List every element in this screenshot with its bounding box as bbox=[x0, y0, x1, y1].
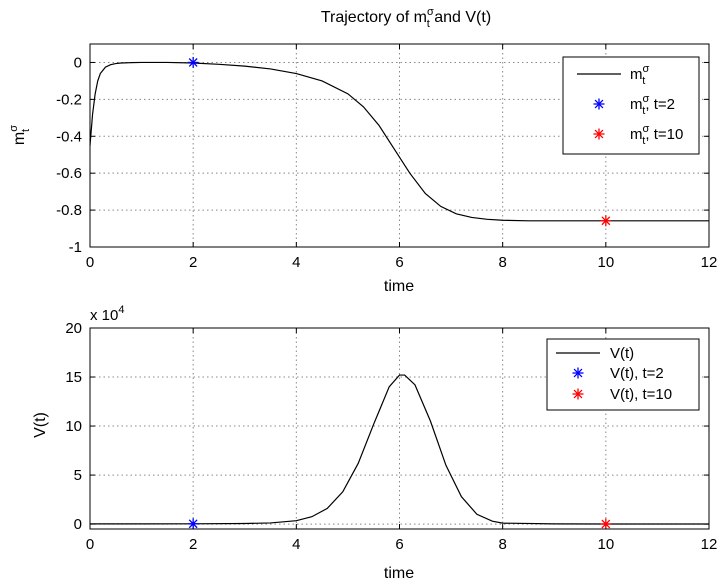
bottom-plot-xlabel: time bbox=[384, 565, 414, 582]
top-plot-marker-1 bbox=[187, 56, 199, 68]
top-plot-legend-box bbox=[562, 56, 700, 155]
bottom-plot-legend: V(t) V(t), t=2 V(t), t=10 bbox=[546, 338, 700, 411]
top-plot-xtick-label: 10 bbox=[597, 254, 614, 271]
bottom-plot-marker-1 bbox=[187, 518, 199, 530]
bottom-plot-legend-box bbox=[546, 338, 700, 411]
top-plot-xtick-label: 8 bbox=[498, 254, 506, 271]
top-plot-legend-label: mσ t bbox=[630, 63, 650, 87]
top-plot-marker-2 bbox=[600, 215, 612, 227]
top-plot-ytick-label: 0 bbox=[74, 54, 82, 71]
bottom-plot-xtick-label: 0 bbox=[86, 536, 94, 553]
top-plot-ytick-label: -0.8 bbox=[56, 202, 82, 219]
top-plot-ytick-label: -0.6 bbox=[56, 165, 82, 182]
top-plot-xtick-label: 0 bbox=[86, 254, 94, 271]
bottom-plot-xtick-label: 8 bbox=[498, 536, 506, 553]
bottom-plot-xtick-label: 10 bbox=[597, 536, 614, 553]
top-plot-ticks: 0 2 4 6 8 10 12 0 -0.2 -0.4 -0.6 -0.8 -1 bbox=[56, 44, 717, 271]
top-plot-ytick-label: -1 bbox=[69, 239, 82, 256]
bottom-plot-exponent: x 104 bbox=[90, 304, 124, 324]
bottom-plot-grid bbox=[90, 328, 709, 529]
bottom-plot-ytick-label: 20 bbox=[65, 320, 82, 337]
bottom-plot-xtick-label: 2 bbox=[189, 536, 197, 553]
bottom-plot-xtick-label: 12 bbox=[701, 536, 718, 553]
bottom-plot-series bbox=[90, 374, 709, 530]
top-plot-xtick-label: 6 bbox=[395, 254, 403, 271]
top-plot-legend-swatch bbox=[593, 128, 605, 140]
bottom-plot-legend-label: V(t) bbox=[610, 345, 634, 362]
top-plot-xtick-label: 2 bbox=[189, 254, 197, 271]
bottom-plot-axes bbox=[89, 327, 710, 530]
bottom-plot-legend-swatch bbox=[572, 367, 584, 379]
bottom-plot-series-line bbox=[90, 374, 709, 525]
bottom-plot-legend-swatch bbox=[572, 388, 584, 400]
top-plot-xtick-label: 4 bbox=[292, 254, 300, 271]
top-plot-legend: mσ t mσ t, t=2 mσ t, t=10 bbox=[562, 56, 700, 155]
bottom-plot-legend-label: V(t), t=10 bbox=[610, 386, 672, 403]
bottom-plot-ytick-label: 0 bbox=[74, 516, 82, 533]
chart-title: Trajectory of mσ t and V(t) bbox=[321, 6, 491, 30]
top-plot-axes bbox=[89, 43, 710, 248]
bottom-plot-xtick-label: 6 bbox=[395, 536, 403, 553]
top-plot-legend-label: mσ t, t=10 bbox=[630, 123, 683, 147]
svg-text:mσt: mσt bbox=[8, 125, 32, 145]
top-plot-ylabel: mσt bbox=[8, 125, 32, 145]
top-plot-xtick-label: 12 bbox=[701, 254, 718, 271]
bottom-plot-ytick-label: 15 bbox=[65, 369, 82, 386]
bottom-plot-ticks: 0 2 4 6 8 10 12 0 5 10 15 20 bbox=[65, 320, 717, 553]
top-plot-legend-label: mσ t, t=2 bbox=[630, 93, 675, 117]
bottom-plot-ylabel: V(t) bbox=[32, 412, 49, 438]
bottom-plot-ytick-label: 10 bbox=[65, 418, 82, 435]
bottom-plot-ytick-label: 5 bbox=[74, 467, 82, 484]
bottom-plot-marker-2 bbox=[600, 518, 612, 530]
top-plot: 0 2 4 6 8 10 12 0 -0.2 -0.4 -0.6 -0.8 -1 time mσt mσ… bbox=[8, 43, 717, 295]
bottom-plot-xtick-label: 4 bbox=[292, 536, 300, 553]
top-plot-series bbox=[89, 56, 709, 227]
top-plot-ytick-label: -0.2 bbox=[56, 91, 82, 108]
bottom-plot-legend-label: V(t), t=2 bbox=[610, 365, 664, 382]
top-plot-xlabel: time bbox=[384, 278, 414, 295]
top-plot-ytick-label: -0.4 bbox=[56, 128, 82, 145]
top-plot-series-line bbox=[89, 61, 709, 222]
top-plot-legend-swatch bbox=[593, 98, 605, 110]
